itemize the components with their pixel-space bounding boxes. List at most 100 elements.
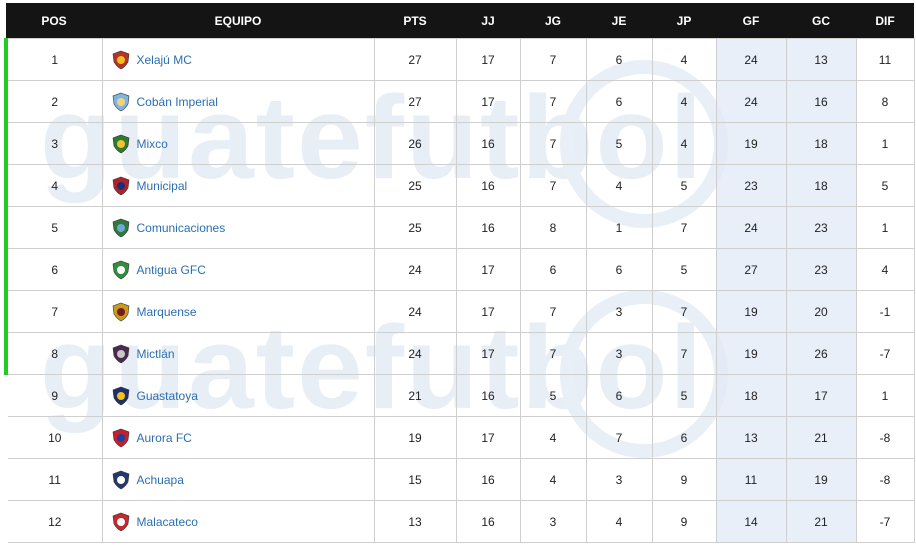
je-cell: 5 (585, 122, 653, 165)
col-header-gc[interactable]: GC (786, 3, 856, 39)
je-cell: 6 (585, 374, 653, 417)
dif-cell: 1 (855, 122, 915, 165)
dif-cell: -7 (855, 332, 915, 375)
jp-cell: 5 (651, 248, 717, 291)
antigua-shield-icon (112, 260, 129, 279)
team-name-link[interactable]: Malacateco (136, 514, 198, 529)
gf-cell: 24 (715, 38, 787, 81)
pts-cell: 24 (373, 290, 457, 333)
jp-cell: 9 (651, 500, 717, 543)
team-name-link[interactable]: Mictlán (136, 346, 175, 361)
gf-cell: 11 (715, 458, 787, 501)
col-header-pts[interactable]: PTS (374, 3, 456, 39)
je-cell: 3 (585, 458, 653, 501)
gf-cell: 19 (715, 122, 787, 165)
dif-cell: 5 (855, 164, 915, 207)
mictlan-shield-icon (112, 344, 129, 363)
position-cell: 4 (4, 164, 103, 207)
col-header-pos[interactable]: POS (6, 3, 102, 39)
col-header-jp[interactable]: JP (652, 3, 716, 39)
jp-cell: 5 (651, 374, 717, 417)
table-row: 6 Antigua GFC 24 17 6 6 5 27 23 4 (4, 248, 915, 291)
team-cell: Cobán Imperial (101, 80, 375, 123)
jp-cell: 9 (651, 458, 717, 501)
col-header-je[interactable]: JE (586, 3, 652, 39)
dif-cell: 1 (855, 374, 915, 417)
gc-cell: 20 (785, 290, 857, 333)
pts-cell: 25 (373, 206, 457, 249)
team-name-link[interactable]: Aurora FC (136, 430, 192, 445)
team-cell: Marquense (101, 290, 375, 333)
table-row: 9 Guastatoya 21 16 5 6 5 18 17 1 (6, 374, 915, 417)
team-name-link[interactable]: Municipal (136, 178, 188, 193)
team-name-link[interactable]: Cobán Imperial (136, 94, 218, 109)
jj-cell: 17 (455, 80, 521, 123)
gf-cell: 19 (715, 290, 787, 333)
team-cell: Municipal (101, 164, 375, 207)
je-cell: 1 (585, 206, 653, 249)
team-name-link[interactable]: Achuapa (136, 472, 184, 487)
jg-cell: 7 (519, 332, 587, 375)
jg-cell: 7 (519, 290, 587, 333)
dif-cell: 1 (855, 206, 915, 249)
standings-table: POS EQUIPO PTS JJ JG JE JP GF GC DIF 1 Xe… (4, 3, 915, 543)
position-cell: 9 (6, 374, 103, 417)
gf-cell: 14 (715, 500, 787, 543)
xelaju-shield-icon (112, 50, 129, 69)
team-name-link[interactable]: Marquense (136, 304, 197, 319)
position-cell: 1 (4, 38, 103, 81)
team-name-link[interactable]: Comunicaciones (136, 220, 226, 235)
team-cell: Comunicaciones (101, 206, 375, 249)
position-cell: 8 (4, 332, 103, 375)
jj-cell: 16 (455, 500, 521, 543)
col-header-jj[interactable]: JJ (456, 3, 520, 39)
table-row: 1 Xelajú MC 27 17 7 6 4 24 13 11 (4, 38, 915, 81)
dif-cell: -8 (855, 416, 915, 459)
je-cell: 4 (585, 500, 653, 543)
dif-cell: -1 (855, 290, 915, 333)
jj-cell: 17 (455, 248, 521, 291)
table-row: 2 Cobán Imperial 27 17 7 6 4 24 16 8 (4, 80, 915, 123)
aurora-shield-icon (112, 428, 129, 447)
gc-cell: 16 (785, 80, 857, 123)
je-cell: 6 (585, 80, 653, 123)
jg-cell: 8 (519, 206, 587, 249)
jp-cell: 6 (651, 416, 717, 459)
je-cell: 6 (585, 38, 653, 81)
jp-cell: 4 (651, 38, 717, 81)
je-cell: 7 (585, 416, 653, 459)
jg-cell: 4 (519, 458, 587, 501)
jp-cell: 4 (651, 122, 717, 165)
pts-cell: 27 (373, 80, 457, 123)
team-name-link[interactable]: Antigua GFC (136, 262, 206, 277)
jp-cell: 7 (651, 332, 717, 375)
table-row: 11 Achuapa 15 16 4 3 9 11 19 -8 (6, 458, 915, 501)
jj-cell: 17 (455, 416, 521, 459)
jg-cell: 5 (519, 374, 587, 417)
col-header-dif[interactable]: DIF (856, 3, 914, 39)
col-header-jg[interactable]: JG (520, 3, 586, 39)
jp-cell: 5 (651, 164, 717, 207)
team-cell: Antigua GFC (101, 248, 375, 291)
team-name-link[interactable]: Guastatoya (136, 388, 198, 403)
pts-cell: 19 (373, 416, 457, 459)
team-name-link[interactable]: Xelajú MC (136, 52, 192, 67)
municipal-shield-icon (112, 176, 129, 195)
col-header-team[interactable]: EQUIPO (102, 3, 374, 39)
col-header-gf[interactable]: GF (716, 3, 786, 39)
position-cell: 12 (6, 500, 103, 543)
team-name-link[interactable]: Mixco (136, 136, 168, 151)
jg-cell: 3 (519, 500, 587, 543)
pts-cell: 24 (373, 248, 457, 291)
jj-cell: 16 (455, 164, 521, 207)
jg-cell: 7 (519, 38, 587, 81)
table-row: 3 Mixco 26 16 7 5 4 19 18 1 (4, 122, 915, 165)
jg-cell: 7 (519, 122, 587, 165)
dif-cell: 4 (855, 248, 915, 291)
pts-cell: 25 (373, 164, 457, 207)
jj-cell: 17 (455, 38, 521, 81)
jj-cell: 16 (455, 374, 521, 417)
jj-cell: 16 (455, 206, 521, 249)
pts-cell: 15 (373, 458, 457, 501)
position-cell: 11 (6, 458, 103, 501)
